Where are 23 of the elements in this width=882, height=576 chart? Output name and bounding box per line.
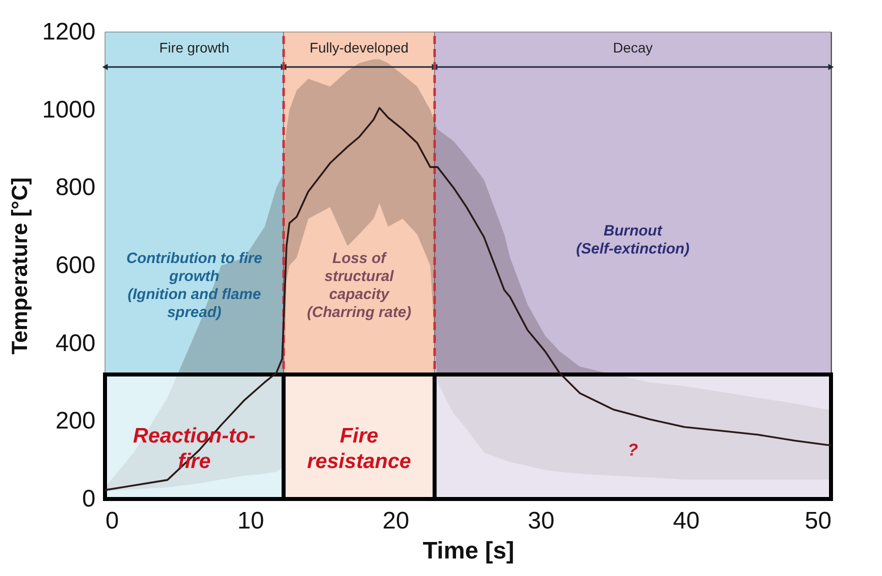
band-label: Fully-developed bbox=[310, 39, 409, 56]
annotation: Fire resistance bbox=[307, 424, 412, 473]
band-label: Decay bbox=[612, 39, 653, 56]
x-tick-label: 20 bbox=[382, 508, 410, 534]
annotation: Contribution to fire growth (Ignition and flame spread) bbox=[126, 250, 262, 322]
y-tick-label: 200 bbox=[55, 408, 96, 435]
x-tick-label: 0 bbox=[106, 508, 119, 534]
annotation: Burnout (Self-extinction) bbox=[576, 222, 690, 258]
annotation: Loss of structural capacity (Charring rate) bbox=[307, 250, 412, 322]
x-tick-label: 30 bbox=[528, 508, 554, 534]
y-tick-label: 1000 bbox=[42, 96, 96, 124]
y-tick-label: 400 bbox=[55, 330, 96, 357]
y-tick-label: 1200 bbox=[42, 18, 96, 46]
x-tick-label: 10 bbox=[237, 508, 264, 534]
y-axis-title: Temperature [°C] bbox=[7, 177, 32, 355]
y-tick-label: 0 bbox=[82, 486, 96, 512]
x-tick-label: 50 bbox=[804, 508, 832, 534]
x-axis-title: Time [s] bbox=[422, 538, 514, 564]
y-tick-label: 800 bbox=[55, 174, 96, 202]
band-label: Fire growth bbox=[159, 39, 230, 56]
y-tick-label: 600 bbox=[55, 252, 96, 279]
annotation: ? bbox=[628, 440, 639, 460]
x-tick-label: 40 bbox=[672, 508, 700, 534]
